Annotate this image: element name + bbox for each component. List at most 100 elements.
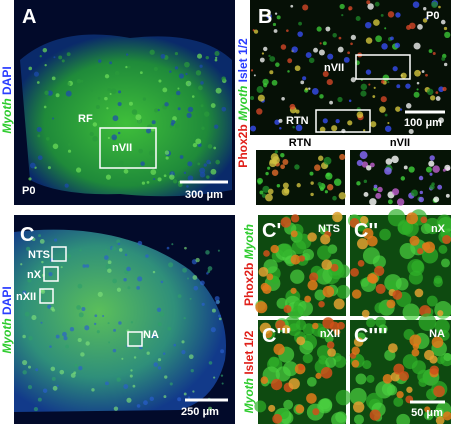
cell xyxy=(36,126,42,133)
cell xyxy=(67,149,72,153)
cell xyxy=(348,99,352,103)
stain: Myoth xyxy=(236,86,250,121)
region-box xyxy=(39,288,54,304)
cell xyxy=(67,143,71,146)
cell xyxy=(37,134,41,138)
cell xyxy=(37,155,43,161)
cell xyxy=(387,121,390,125)
cell xyxy=(28,177,32,181)
cell xyxy=(39,238,45,244)
scale-label: 50 μm xyxy=(411,407,443,419)
cell xyxy=(89,131,94,137)
cell xyxy=(116,377,121,382)
cell xyxy=(412,343,420,350)
cell xyxy=(84,325,90,331)
cell xyxy=(387,199,393,205)
cell xyxy=(337,321,345,330)
cell xyxy=(131,109,138,115)
cell xyxy=(199,280,205,286)
cell xyxy=(326,184,334,191)
cell xyxy=(429,355,438,364)
cell xyxy=(373,19,380,26)
cell xyxy=(256,86,264,93)
cell xyxy=(22,359,28,366)
cell xyxy=(169,70,172,73)
cell xyxy=(250,95,255,100)
cell xyxy=(173,343,177,347)
cell xyxy=(31,237,36,242)
cell xyxy=(262,78,269,86)
cell xyxy=(375,192,382,199)
cell xyxy=(27,384,33,390)
age-label: P0 xyxy=(22,185,35,197)
cell xyxy=(117,101,122,107)
cell xyxy=(368,83,371,86)
cell xyxy=(384,27,387,30)
cell xyxy=(361,309,370,318)
cell xyxy=(215,300,220,305)
cell xyxy=(425,166,432,173)
cell xyxy=(111,134,118,141)
cell xyxy=(162,87,168,93)
cell xyxy=(172,116,177,121)
cell xyxy=(319,398,331,410)
cell xyxy=(276,15,281,20)
cell xyxy=(213,146,217,150)
cell xyxy=(426,88,434,96)
cell xyxy=(169,125,173,129)
cell xyxy=(104,255,109,260)
cell xyxy=(435,91,439,94)
cell xyxy=(339,153,346,161)
cell xyxy=(27,278,32,283)
cell xyxy=(312,408,320,416)
cell xyxy=(123,277,127,282)
cell xyxy=(126,397,132,403)
cell xyxy=(102,315,105,318)
cell xyxy=(302,353,313,364)
cell xyxy=(295,404,305,414)
cell xyxy=(268,54,271,58)
cell xyxy=(438,86,444,93)
cell xyxy=(109,93,112,96)
cell xyxy=(406,386,413,393)
cell xyxy=(214,58,218,62)
cell xyxy=(164,102,169,107)
cell xyxy=(356,111,364,119)
cell xyxy=(193,285,199,291)
cell xyxy=(78,312,84,318)
cell xyxy=(218,317,222,321)
cell xyxy=(412,1,420,8)
cell xyxy=(20,263,23,266)
cell xyxy=(129,374,133,378)
cell xyxy=(333,355,347,368)
cell xyxy=(396,198,405,206)
cell xyxy=(417,247,424,255)
cell xyxy=(304,295,312,303)
cell xyxy=(365,37,373,44)
cell xyxy=(418,196,424,203)
cell xyxy=(341,13,344,17)
cell xyxy=(157,177,162,182)
cell xyxy=(56,384,59,387)
cell xyxy=(208,406,213,411)
cell xyxy=(384,125,392,132)
cell xyxy=(38,234,41,238)
cell xyxy=(66,52,71,57)
cell xyxy=(149,396,154,402)
cell xyxy=(443,353,451,362)
cell xyxy=(287,70,290,73)
cell xyxy=(316,345,332,360)
cell xyxy=(387,11,395,18)
cell xyxy=(420,223,432,235)
cell xyxy=(375,283,386,294)
cell xyxy=(348,8,351,11)
cell xyxy=(413,91,420,98)
cell xyxy=(422,18,428,23)
cell xyxy=(265,171,269,176)
cell xyxy=(52,117,55,120)
stain-label: Myoth DAPI xyxy=(0,286,14,353)
cell xyxy=(374,1,380,7)
cell xyxy=(169,174,175,180)
cell xyxy=(42,388,48,393)
cell xyxy=(92,122,98,127)
